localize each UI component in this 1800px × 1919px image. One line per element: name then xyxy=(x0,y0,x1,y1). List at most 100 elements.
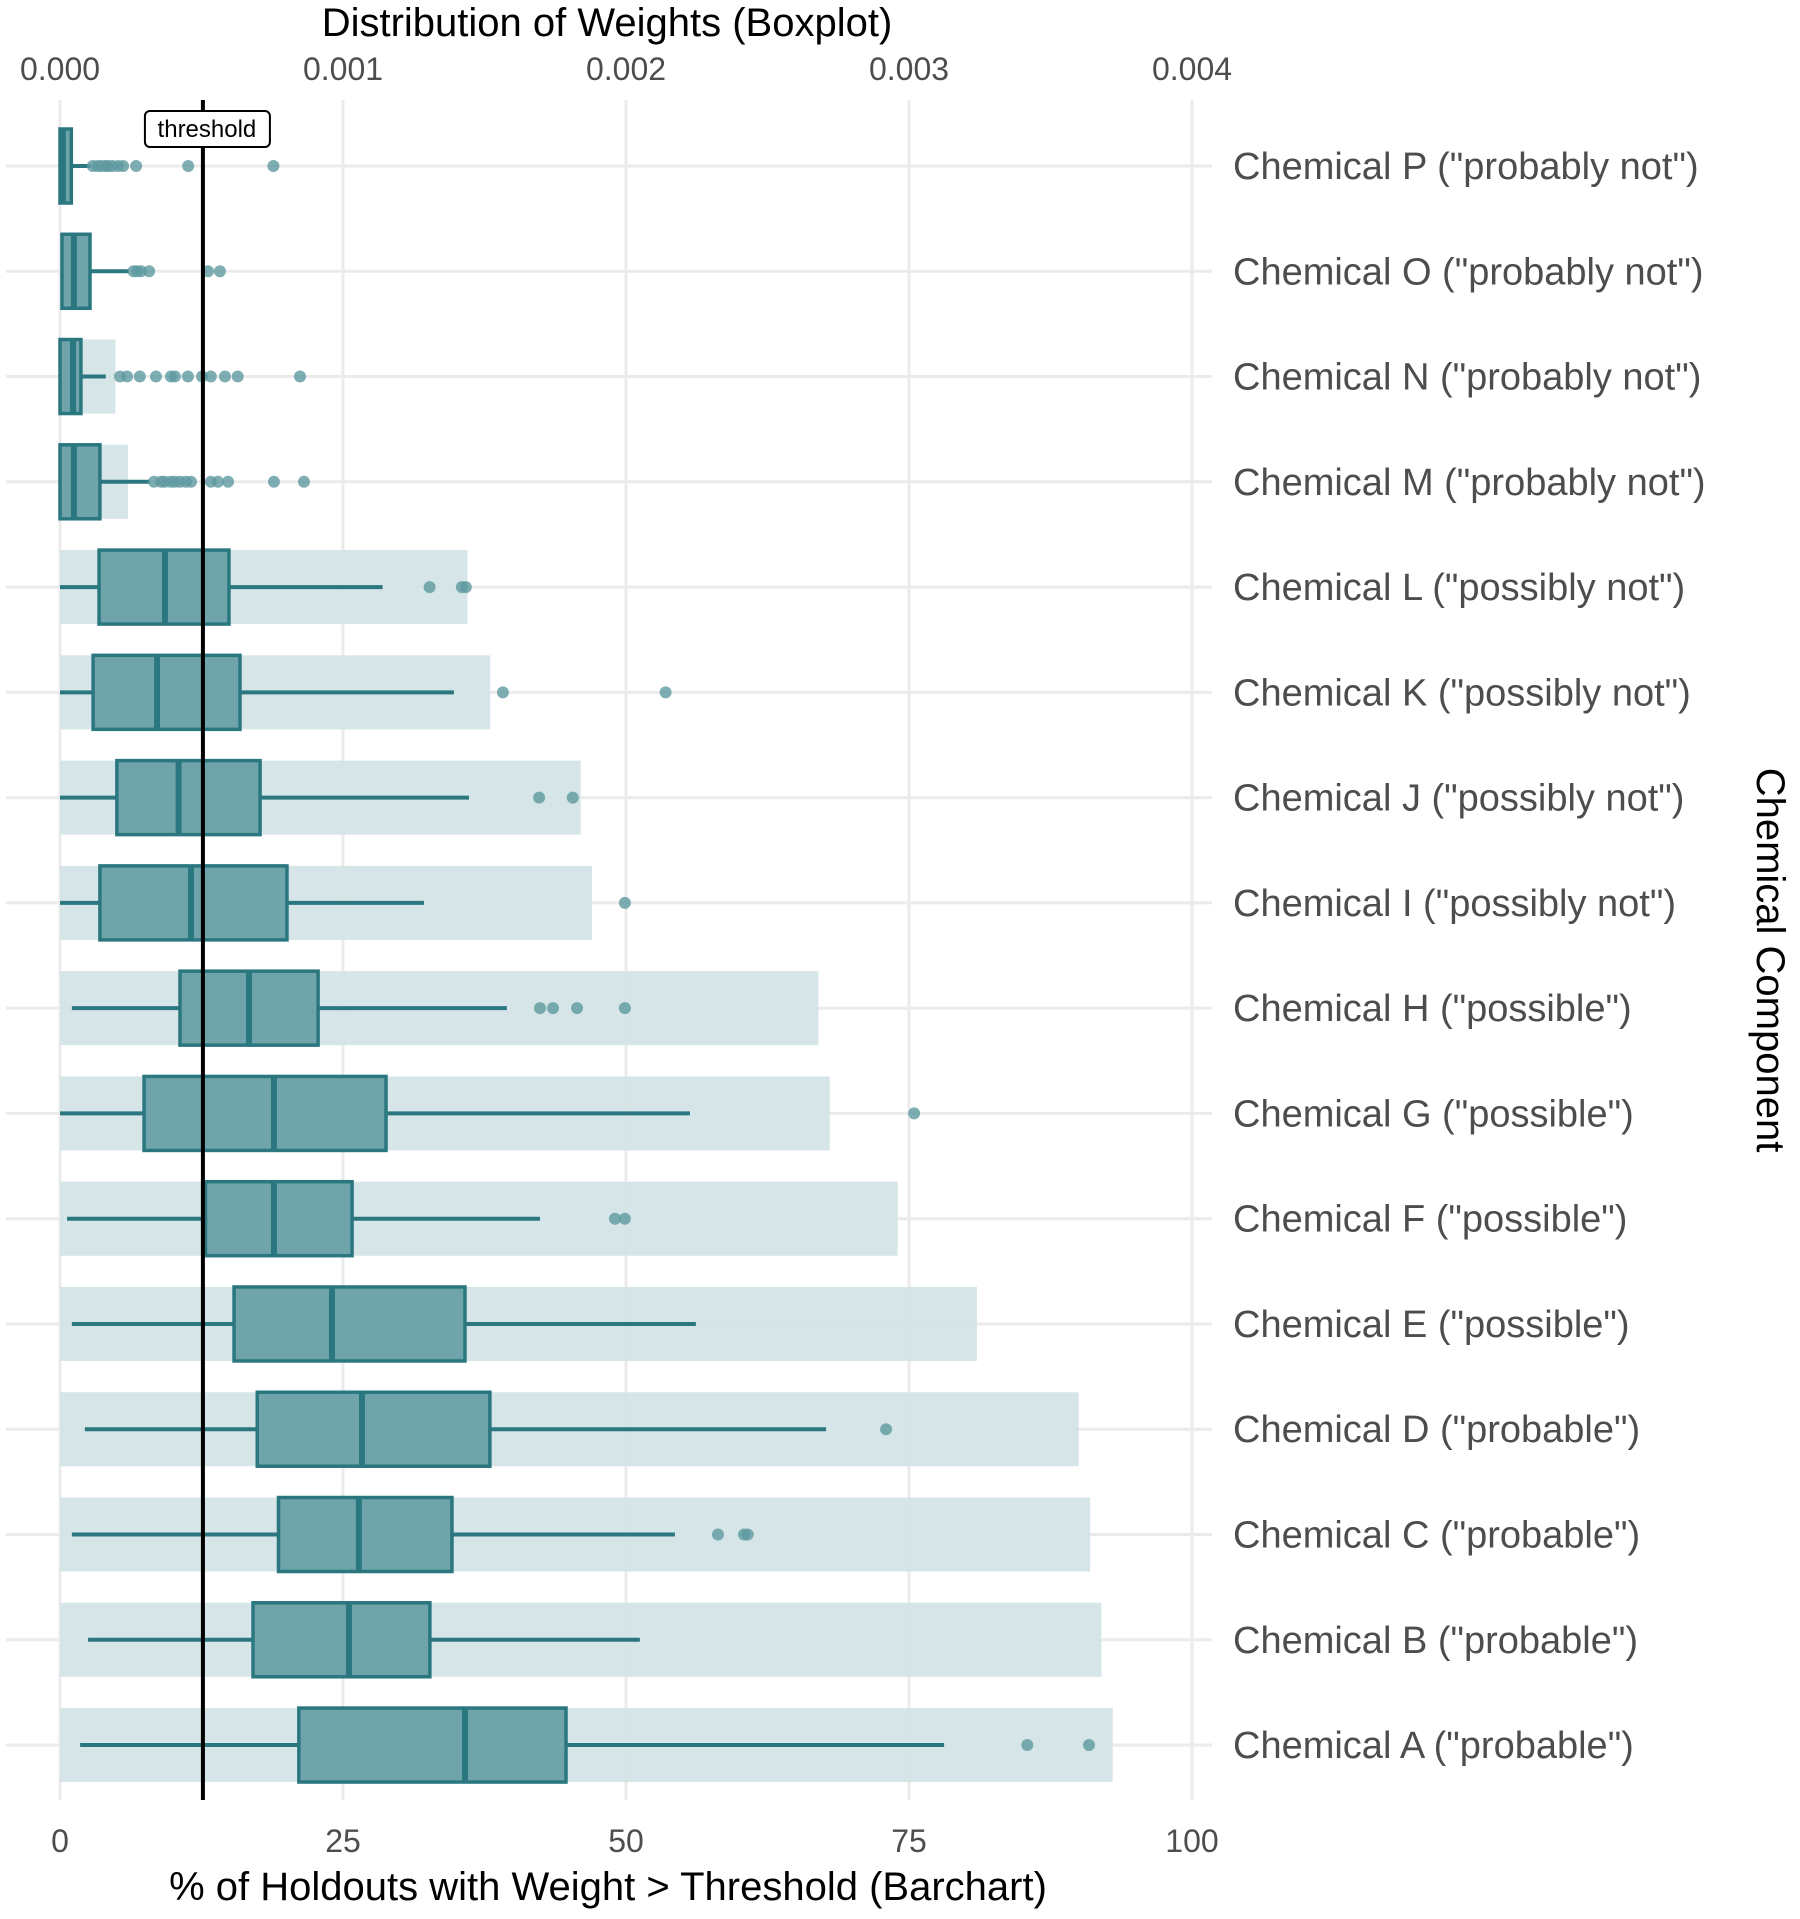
category-label: Chemical H ("possible") xyxy=(1233,988,1632,1030)
boxplot xyxy=(71,1285,696,1363)
box xyxy=(58,443,102,521)
outlier-point xyxy=(293,370,306,383)
boxplot xyxy=(84,1390,893,1468)
outlier-point xyxy=(608,1212,621,1225)
outlier-point xyxy=(218,370,231,383)
boxplot xyxy=(60,232,226,311)
category-label: Chemical B ("probable") xyxy=(1233,1620,1638,1662)
bottom-tick-label: 75 xyxy=(891,1823,927,1859)
outlier-point xyxy=(533,1002,546,1015)
box xyxy=(255,1390,492,1468)
top-tick-label: 0.004 xyxy=(1152,51,1232,87)
bottom-tick-label: 100 xyxy=(1165,1823,1218,1859)
outlier-point xyxy=(213,265,226,278)
outlier-point xyxy=(211,475,224,488)
boxplot xyxy=(58,127,280,205)
outlier-point xyxy=(908,1107,921,1120)
outlier-point xyxy=(267,160,280,172)
boxplot xyxy=(60,653,672,732)
bottom-tick-label: 25 xyxy=(325,1823,361,1859)
top-tick-label: 0.000 xyxy=(20,51,100,87)
outlier-point xyxy=(618,896,631,909)
top-tick-label: 0.001 xyxy=(303,51,383,87)
category-label: Chemical D ("probable") xyxy=(1233,1409,1640,1451)
category-label: Chemical I ("possibly not") xyxy=(1233,883,1676,925)
outlier-point xyxy=(546,1002,559,1015)
box xyxy=(276,1495,454,1574)
box xyxy=(203,1179,354,1258)
outlier-point xyxy=(130,160,143,172)
box xyxy=(115,758,262,837)
box xyxy=(142,1074,388,1153)
bar-layer xyxy=(60,339,1113,1783)
boxplot xyxy=(58,337,306,416)
category-label: Chemical M ("probably not") xyxy=(1233,462,1706,504)
outlier-point xyxy=(459,581,472,594)
category-label: Chemical G ("possible") xyxy=(1233,1093,1634,1135)
outlier-point xyxy=(267,475,280,488)
outlier-point xyxy=(659,686,672,699)
outlier-point xyxy=(711,1528,724,1541)
category-label: Chemical K ("possibly not") xyxy=(1233,672,1691,714)
category-label: Chemical F ("possible") xyxy=(1233,1199,1627,1241)
outlier-point xyxy=(741,1528,754,1541)
outlier-point xyxy=(149,370,162,383)
box xyxy=(232,1285,467,1363)
category-label: Chemical N ("probably not") xyxy=(1233,357,1701,399)
outlier-point xyxy=(222,475,235,488)
bottom-axis-ticks: 0 25 50 75 100 xyxy=(51,1823,1219,1859)
bottom-tick-label: 50 xyxy=(608,1823,644,1859)
outlier-point xyxy=(185,475,198,488)
category-label: Chemical J ("possibly not") xyxy=(1233,778,1684,820)
outlier-point xyxy=(566,791,579,804)
outlier-point xyxy=(202,265,215,278)
outlier-point xyxy=(181,370,194,383)
outlier-point xyxy=(880,1423,893,1436)
outlier-point xyxy=(143,265,156,278)
category-label: Chemical O ("probably not") xyxy=(1233,251,1704,293)
boxplot xyxy=(60,548,472,626)
boxplot xyxy=(60,758,579,837)
boxplot xyxy=(60,864,631,942)
threshold-label-box xyxy=(143,110,271,148)
outlier-point xyxy=(618,1212,631,1225)
category-labels: Chemical P ("probably not") Chemical O ("… xyxy=(1233,146,1706,1767)
outlier-point xyxy=(533,791,546,804)
outlier-point xyxy=(618,1002,631,1015)
top-tick-label: 0.003 xyxy=(869,51,949,87)
category-label: Chemical A ("probable") xyxy=(1233,1725,1634,1767)
boxplot xyxy=(58,443,310,521)
boxplot xyxy=(67,1179,631,1258)
top-tick-label: 0.002 xyxy=(586,51,666,87)
category-label: Chemical C ("probable") xyxy=(1233,1515,1640,1557)
category-label: Chemical P ("probably not") xyxy=(1233,146,1699,188)
bottom-tick-label: 0 xyxy=(51,1823,69,1859)
boxplot xyxy=(80,1706,1095,1784)
boxplot xyxy=(60,1074,921,1153)
outlier-point xyxy=(168,370,181,383)
boxplot xyxy=(71,1495,754,1574)
category-label: Chemical L ("possibly not") xyxy=(1233,567,1685,609)
threshold-layer: threshold xyxy=(143,100,271,1800)
outlier-point xyxy=(571,1002,584,1015)
category-label: Chemical E ("possible") xyxy=(1233,1304,1630,1346)
outlier-point xyxy=(496,686,509,699)
bottom-axis-title: % of Holdouts with Weight > Threshold (B… xyxy=(169,1865,1047,1909)
right-axis-title: Chemical Component xyxy=(1748,768,1792,1153)
top-axis-ticks: 0.000 0.001 0.002 0.003 0.004 xyxy=(20,51,1232,87)
box-layer xyxy=(58,127,1095,1784)
outlier-point xyxy=(423,581,436,594)
outlier-point xyxy=(204,370,217,383)
top-axis-title: Distribution of Weights (Boxplot) xyxy=(322,1,893,45)
outlier-point xyxy=(121,370,134,383)
box xyxy=(251,1601,432,1679)
threshold-label: threshold xyxy=(158,116,257,143)
outlier-point xyxy=(117,160,130,172)
outlier-point xyxy=(1082,1739,1095,1752)
outlier-point xyxy=(134,265,147,278)
box xyxy=(297,1706,568,1784)
outlier-point xyxy=(133,370,146,383)
outlier-point xyxy=(297,475,310,488)
outlier-point xyxy=(231,370,244,383)
